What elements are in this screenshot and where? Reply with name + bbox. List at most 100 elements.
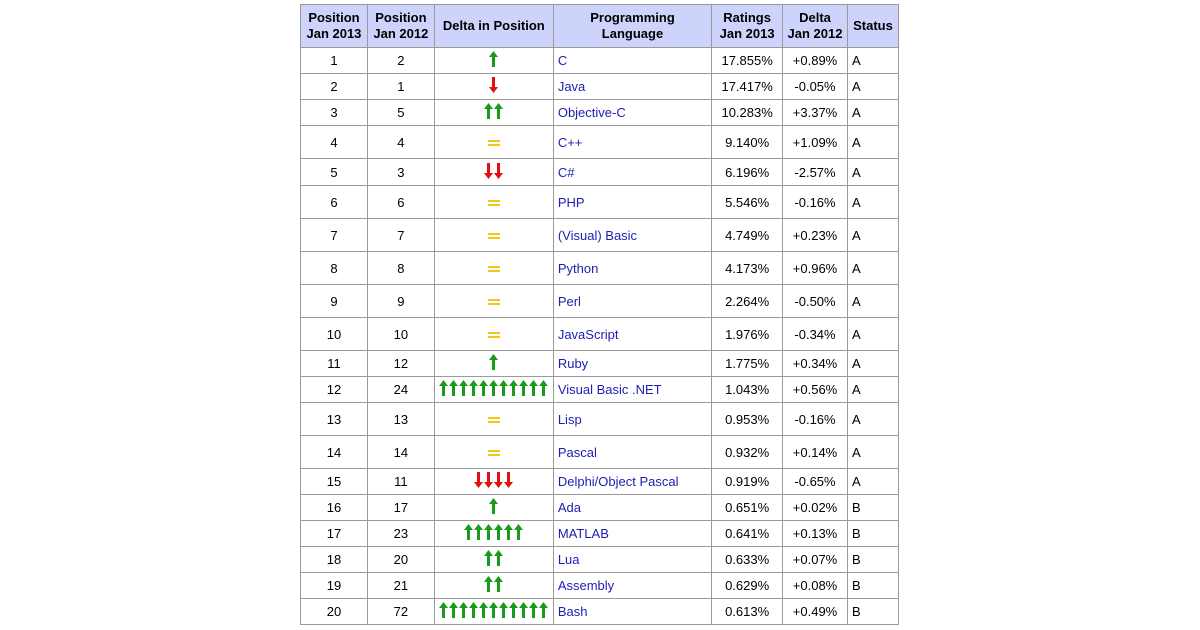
cell-rating: 0.629%: [712, 573, 783, 598]
cell-status: A: [847, 126, 898, 158]
language-link[interactable]: C#: [557, 164, 575, 180]
cell-status: A: [847, 403, 898, 435]
table-row: 9 9 Perl 2.264% -0.50% A: [301, 285, 898, 317]
cell-language: PHP: [553, 186, 712, 218]
cell-delta-position: [434, 403, 553, 435]
language-link[interactable]: C++: [557, 134, 583, 150]
equal-icon: [487, 139, 500, 147]
cell-pos2012: 10: [367, 318, 434, 350]
language-link[interactable]: Visual Basic .NET: [557, 382, 662, 397]
cell-delta: -0.05%: [783, 74, 847, 99]
cell-delta-position: [434, 100, 553, 125]
arrow-up-icon: [484, 524, 494, 540]
language-link[interactable]: Pascal: [557, 444, 597, 460]
cell-language: Pascal: [553, 436, 712, 468]
arrow-up-icon: [494, 576, 504, 592]
header-ratings-line1: Ratings: [723, 10, 771, 25]
header-pos2013-line2: Jan 2013: [306, 26, 362, 41]
language-link[interactable]: Ada: [557, 500, 581, 515]
cell-status: B: [847, 495, 898, 520]
cell-language: Lua: [553, 547, 712, 572]
language-link[interactable]: (Visual) Basic: [557, 227, 638, 243]
language-link[interactable]: Objective-C: [557, 105, 626, 120]
language-link[interactable]: Ruby: [557, 356, 589, 371]
cell-delta: -0.16%: [783, 403, 847, 435]
table-row: 3 5 Objective-C 10.283% +3.37% A: [301, 100, 898, 125]
language-link[interactable]: Perl: [557, 293, 581, 309]
cell-pos2013: 2: [301, 74, 367, 99]
language-link[interactable]: Lisp: [557, 411, 582, 427]
language-link[interactable]: Delphi/Object Pascal: [557, 474, 679, 489]
arrow-up-icon: [484, 576, 494, 592]
table-row: 1 2 C 17.855% +0.89% A: [301, 48, 898, 73]
cell-delta: -0.16%: [783, 186, 847, 218]
cell-delta: +0.08%: [783, 573, 847, 598]
cell-rating: 10.283%: [712, 100, 783, 125]
language-link[interactable]: C: [557, 53, 568, 68]
language-link[interactable]: JavaScript: [557, 326, 619, 342]
language-link[interactable]: Assembly: [557, 578, 615, 593]
cell-language: Perl: [553, 285, 712, 317]
arrow-up-icon: [519, 602, 529, 618]
language-link[interactable]: Lua: [557, 552, 580, 567]
header-pos2013: Position Jan 2013: [301, 5, 367, 47]
arrow-up-icon: [529, 380, 539, 396]
cell-pos2013: 4: [301, 126, 367, 158]
cell-status: A: [847, 252, 898, 284]
cell-language: Ada: [553, 495, 712, 520]
arrow-up-icon: [539, 602, 549, 618]
arrow-up-icon: [504, 524, 514, 540]
table-row: 11 12 Ruby 1.775% +0.34% A: [301, 351, 898, 376]
table-row: 5 3 C# 6.196% -2.57% A: [301, 159, 898, 185]
cell-delta: +0.13%: [783, 521, 847, 546]
cell-pos2013: 13: [301, 403, 367, 435]
language-link[interactable]: Bash: [557, 604, 588, 619]
cell-pos2013: 6: [301, 186, 367, 218]
language-link[interactable]: Python: [557, 260, 599, 276]
arrow-up-icon: [464, 524, 474, 540]
cell-pos2012: 14: [367, 436, 434, 468]
header-pos2012: Position Jan 2012: [367, 5, 434, 47]
cell-delta: +0.89%: [783, 48, 847, 73]
cell-pos2013: 18: [301, 547, 367, 572]
cell-delta-position: [434, 521, 553, 546]
cell-language: Java: [553, 74, 712, 99]
cell-pos2013: 8: [301, 252, 367, 284]
cell-pos2012: 5: [367, 100, 434, 125]
cell-status: A: [847, 219, 898, 251]
cell-pos2013: 15: [301, 469, 367, 494]
table-row: 16 17 Ada 0.651% +0.02% B: [301, 495, 898, 520]
language-link[interactable]: PHP: [557, 194, 585, 210]
cell-pos2013: 16: [301, 495, 367, 520]
arrow-up-icon: [519, 380, 529, 396]
cell-language: C#: [553, 159, 712, 185]
cell-delta: +0.07%: [783, 547, 847, 572]
language-link[interactable]: Java: [557, 79, 586, 94]
cell-status: A: [847, 377, 898, 402]
cell-delta-position: [434, 351, 553, 376]
arrow-up-icon: [489, 354, 499, 370]
arrow-up-icon: [439, 380, 449, 396]
arrow-up-icon: [459, 380, 469, 396]
cell-delta: -0.34%: [783, 318, 847, 350]
cell-rating: 0.651%: [712, 495, 783, 520]
cell-language: Bash: [553, 599, 712, 624]
cell-status: A: [847, 469, 898, 494]
cell-pos2012: 9: [367, 285, 434, 317]
arrow-up-icon: [489, 498, 499, 514]
cell-language: MATLAB: [553, 521, 712, 546]
cell-pos2012: 1: [367, 74, 434, 99]
cell-status: A: [847, 186, 898, 218]
arrow-up-icon: [499, 380, 509, 396]
cell-rating: 4.173%: [712, 252, 783, 284]
cell-delta-position: [434, 252, 553, 284]
equal-icon: [487, 265, 500, 273]
language-link[interactable]: MATLAB: [557, 526, 609, 541]
equal-icon: [487, 199, 500, 207]
cell-pos2013: 3: [301, 100, 367, 125]
cell-pos2012: 12: [367, 351, 434, 376]
arrow-up-icon: [489, 380, 499, 396]
table-row: 10 10 JavaScript 1.976% -0.34% A: [301, 318, 898, 350]
arrow-down-icon: [474, 472, 484, 488]
cell-language: Lisp: [553, 403, 712, 435]
